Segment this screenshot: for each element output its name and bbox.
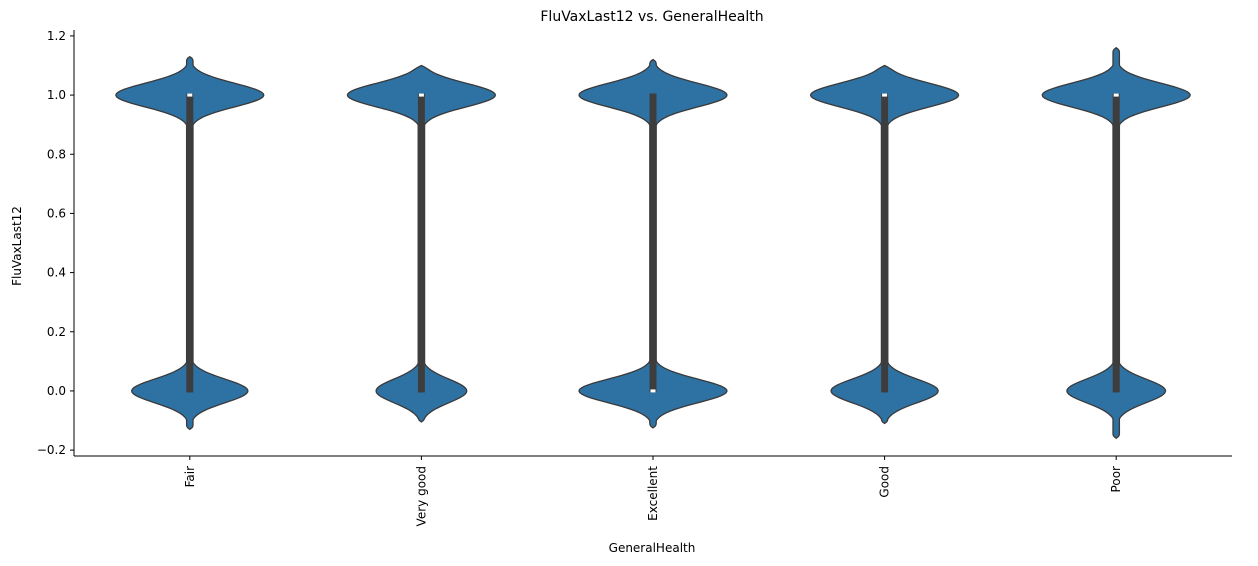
y-tick-label: 0.4	[47, 266, 66, 280]
x-axis-label: GeneralHealth	[609, 541, 696, 555]
y-tick-label: 0.2	[47, 325, 66, 339]
chart-title: FluVaxLast12 vs. GeneralHealth	[540, 9, 763, 25]
iqr-box	[186, 93, 194, 393]
iqr-box	[1112, 93, 1120, 393]
y-tick-label: 1.0	[47, 88, 66, 102]
y-axis: −0.2 0.0 0.2 0.4 0.6 0.8 1.0 1.2	[37, 29, 75, 457]
y-tick-label: 1.2	[47, 29, 66, 43]
x-tick-label: Good	[878, 466, 892, 498]
y-tick-label: 0.0	[47, 384, 66, 398]
iqr-box	[417, 93, 425, 393]
x-tick-label: Fair	[183, 466, 197, 487]
y-tick-label: −0.2	[37, 443, 66, 457]
median-marker	[418, 93, 424, 97]
median-marker	[187, 93, 193, 97]
iqr-box	[649, 93, 657, 393]
y-axis-label: FluVaxLast12	[10, 206, 24, 286]
x-axis: Fair Very good Excellent Good Poor	[74, 455, 1232, 526]
plot-area	[115, 46, 1191, 440]
iqr-box	[881, 93, 889, 393]
y-tick-label: 0.8	[47, 147, 66, 161]
median-marker	[882, 93, 888, 97]
median-marker	[1113, 93, 1119, 97]
x-tick-label: Very good	[414, 466, 428, 526]
x-tick-label: Poor	[1109, 466, 1123, 492]
median-marker	[650, 389, 656, 393]
y-tick-label: 0.6	[47, 206, 66, 220]
x-tick-label: Excellent	[646, 466, 660, 521]
